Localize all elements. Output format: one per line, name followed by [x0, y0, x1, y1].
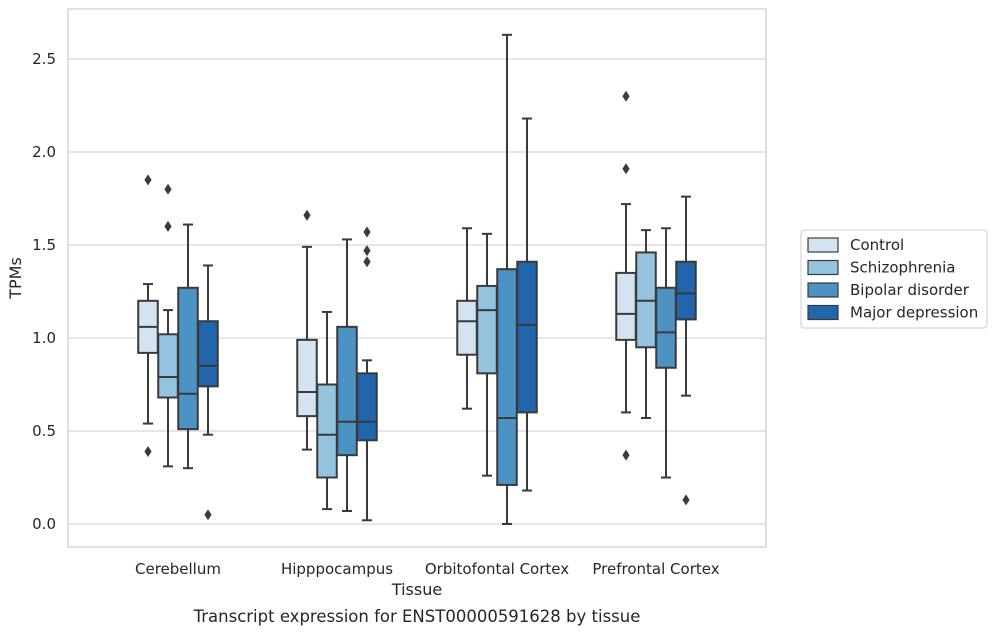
outlier-marker [303, 209, 311, 221]
box-schizophrenia [157, 183, 179, 468]
box-schizophrenia [476, 232, 498, 477]
outlier-marker [682, 494, 690, 506]
box-schizophrenia [316, 310, 338, 511]
y-axis-title: TPMs [6, 257, 25, 300]
box-major-depression [356, 226, 378, 522]
outlier-marker [622, 449, 630, 461]
box-iqr [496, 268, 518, 486]
legend-label: Control [850, 236, 904, 254]
legend-swatch [807, 304, 839, 321]
outlier-marker [363, 245, 371, 257]
box-iqr [476, 284, 498, 375]
x-tick-label: Cerebellum [135, 560, 221, 578]
outlier-marker [363, 226, 371, 238]
y-tick-label: 0.0 [32, 515, 56, 533]
box-iqr [456, 299, 478, 356]
outlier-marker [144, 174, 152, 186]
box-bipolar-disorder [336, 238, 358, 512]
outlier-marker [622, 90, 630, 102]
box-major-depression [516, 117, 538, 492]
box-bipolar-disorder [655, 227, 677, 479]
legend-label: Bipolar disorder [850, 281, 970, 299]
x-tick-label: Prefrontal Cortex [592, 560, 719, 578]
box-major-depression [675, 195, 697, 506]
x-tick-label: Orbitofontal Cortex [425, 560, 569, 578]
box-control [137, 174, 159, 457]
box-iqr [336, 325, 358, 457]
outlier-marker [204, 509, 212, 521]
box-iqr [675, 260, 697, 321]
box-iqr [157, 333, 179, 399]
box-control [296, 209, 318, 451]
y-tick-label: 0.5 [32, 422, 56, 440]
x-axis-ticks: Cerebellum Hipppocampus Orbitofontal Corte… [135, 560, 720, 578]
y-axis-ticks: 0.0 0.5 1.0 1.5 2.0 2.5 [32, 50, 56, 533]
outlier-marker [164, 220, 172, 232]
box-iqr [316, 383, 338, 479]
legend-swatch [807, 259, 839, 276]
box-iqr [177, 286, 199, 431]
y-tick-label: 2.0 [32, 143, 56, 161]
y-tick-label: 2.5 [32, 50, 56, 68]
box-bipolar-disorder [177, 223, 199, 470]
box-schizophrenia [635, 229, 657, 419]
x-tick-label: Hipppocampus [281, 560, 393, 578]
legend-swatch [807, 282, 839, 298]
x-axis-title: Tissue [391, 580, 442, 599]
legend-label: Major depression [850, 304, 978, 322]
outlier-marker [164, 183, 172, 195]
y-tick-label: 1.5 [32, 236, 56, 254]
box-iqr [296, 338, 318, 418]
box-control [456, 227, 478, 410]
box-iqr [655, 286, 677, 369]
outlier-marker [622, 163, 630, 175]
box-iqr [615, 271, 637, 341]
legend-label: Schizophrenia [850, 259, 955, 277]
box-major-depression [197, 264, 219, 521]
figure-caption: Transcript expression for ENST0000059162… [193, 607, 641, 626]
box-bipolar-disorder [496, 33, 518, 525]
legend-swatch [807, 237, 839, 253]
box-control [615, 90, 637, 461]
outlier-marker [363, 256, 371, 268]
y-tick-label: 1.0 [32, 329, 56, 347]
outlier-marker [144, 445, 152, 457]
box-iqr [356, 372, 378, 442]
legend: Control Schizophrenia Bipolar disorder Majo… [800, 229, 988, 329]
plot-area [137, 33, 697, 525]
plot-frame [67, 8, 767, 548]
box-iqr [516, 260, 538, 414]
box-iqr [197, 320, 219, 388]
legend-frame [800, 229, 988, 329]
